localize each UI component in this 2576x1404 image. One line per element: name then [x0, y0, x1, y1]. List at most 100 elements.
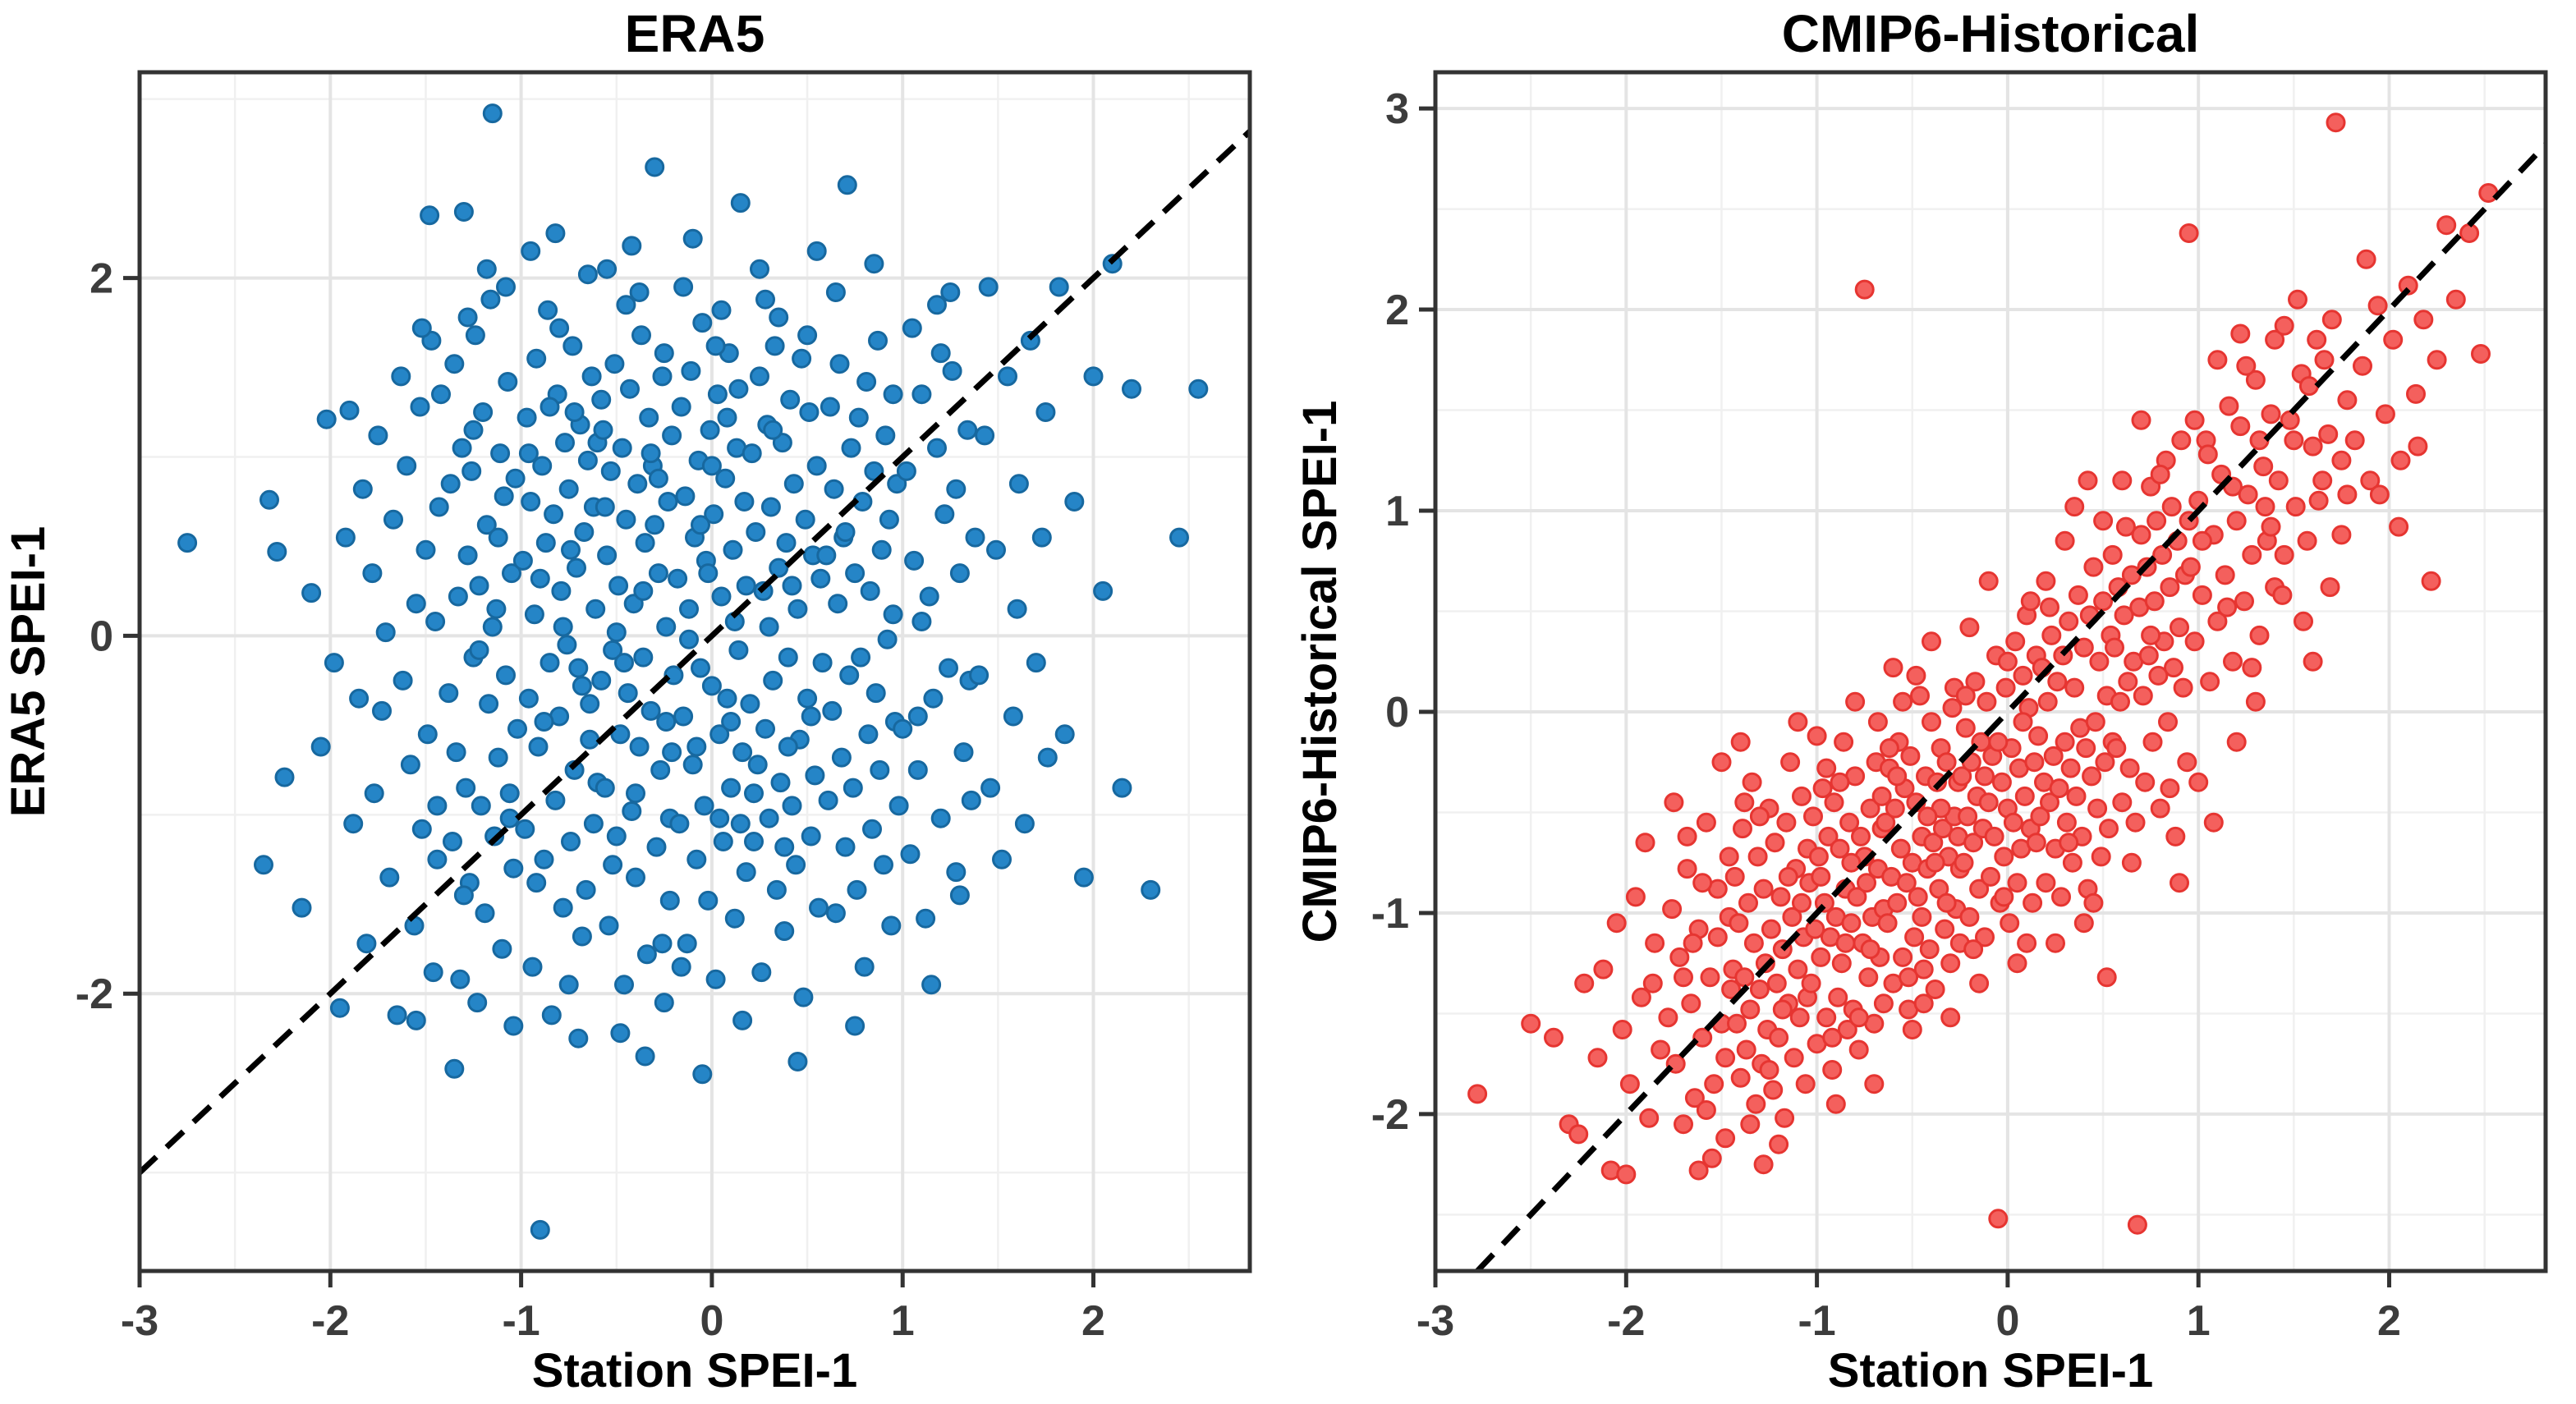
- scatter-point: [1169, 527, 1189, 548]
- scatter-point: [2360, 470, 2381, 491]
- scatter-point: [603, 855, 623, 875]
- scatter-point: [2089, 651, 2110, 672]
- scatter-point: [820, 397, 840, 417]
- scatter-point: [2471, 344, 2491, 364]
- scatter-point: [1831, 953, 1852, 974]
- scatter-point: [301, 583, 322, 603]
- scatter-point: [2219, 396, 2239, 416]
- scatter-point: [411, 819, 432, 839]
- scatter-point: [2041, 625, 2062, 645]
- scatter-point: [686, 849, 707, 869]
- scatter-point: [870, 759, 890, 780]
- scatter-point: [1003, 706, 1023, 727]
- scatter-point: [622, 236, 642, 256]
- scatter-point: [387, 1005, 407, 1025]
- scatter-point: [975, 425, 995, 446]
- scatter-point: [375, 622, 396, 643]
- scatter-point: [721, 778, 742, 798]
- scatter-point: [404, 915, 425, 936]
- scatter-point: [2147, 511, 2167, 531]
- scatter-point: [2367, 296, 2388, 316]
- scatter-point: [1801, 973, 1821, 993]
- scatter-point: [1700, 967, 1720, 988]
- scatter-point: [2150, 798, 2170, 819]
- scatter-point: [383, 509, 403, 530]
- scatter-point: [2253, 457, 2274, 477]
- scatter-point: [751, 962, 772, 983]
- scatter-point: [1645, 933, 1665, 953]
- scatter-point: [1867, 712, 1888, 732]
- scatter-point: [1658, 1007, 1678, 1028]
- scatter-point: [400, 755, 420, 775]
- scatter-point: [911, 612, 932, 631]
- scatter-point: [635, 1046, 655, 1067]
- scatter-point: [476, 259, 497, 279]
- scatter-point: [694, 796, 714, 816]
- scatter-point: [1919, 939, 1940, 960]
- scatter-point: [2007, 953, 2027, 974]
- scatter-point: [883, 384, 903, 405]
- scatter-point: [480, 289, 501, 310]
- scatter-point: [2318, 424, 2339, 444]
- scatter-point: [648, 468, 668, 489]
- scatter-point: [1959, 906, 1980, 927]
- scatter-point: [1963, 833, 1984, 853]
- scatter-point: [679, 599, 699, 619]
- scatter-point: [440, 474, 461, 494]
- scatter-point: [555, 433, 575, 453]
- scatter-point: [1978, 571, 1999, 591]
- scatter-point: [656, 712, 677, 732]
- scatter-point: [701, 456, 722, 476]
- scatter-point: [717, 407, 737, 428]
- scatter-point: [2119, 758, 2140, 778]
- scatter-point: [766, 879, 787, 900]
- scatter-point: [476, 515, 497, 535]
- scatter-point: [2110, 691, 2130, 712]
- axis-ticks: [1419, 106, 2392, 1287]
- scatter-point: [502, 563, 521, 584]
- scatter-point: [2030, 806, 2050, 827]
- scatter-point: [1984, 826, 2004, 847]
- scatter-point: [417, 724, 438, 745]
- scatter-point: [620, 379, 640, 399]
- scatter-point: [1908, 887, 1928, 907]
- scatter-point: [443, 832, 462, 851]
- scatter-point: [1822, 1060, 1843, 1080]
- scatter-point: [645, 515, 665, 535]
- scatter-point: [662, 425, 682, 446]
- scatter-point: [581, 366, 602, 387]
- scatter-point: [799, 402, 820, 422]
- scatter-point: [335, 527, 356, 548]
- scatter-point: [521, 241, 541, 261]
- panel-title-era5: ERA5: [624, 4, 765, 63]
- scatter-point: [572, 926, 592, 947]
- identity-line: [1475, 142, 2548, 1273]
- scatter-point: [2105, 637, 2124, 658]
- x-tick-label: -1: [1798, 1297, 1835, 1345]
- scatter-point: [452, 438, 472, 458]
- scatter-point: [1759, 1060, 1779, 1080]
- scatter-point: [606, 826, 627, 847]
- scatter-point: [2314, 350, 2335, 370]
- scatter-point: [2197, 444, 2218, 465]
- scatter-point: [1026, 653, 1046, 673]
- scatter-point: [1574, 973, 1595, 993]
- scatter-point: [2389, 516, 2409, 537]
- scatter-point: [496, 665, 516, 686]
- scatter-point: [427, 849, 448, 869]
- scatter-point: [1677, 859, 1697, 879]
- scatter-point: [1141, 879, 1161, 900]
- scatter-point: [580, 729, 600, 750]
- scatter-point: [652, 366, 673, 387]
- axis-tick-labels: -3 -2 -1 0 1 2 -2 0 2: [76, 255, 1105, 1345]
- scatter-point: [812, 653, 833, 673]
- scatter-point: [783, 474, 804, 494]
- scatter-point: [1711, 752, 1732, 773]
- scatter-point: [879, 509, 899, 530]
- scatter-point: [1824, 792, 1844, 813]
- scatter-point: [469, 640, 489, 660]
- scatter-point: [329, 998, 350, 1018]
- scatter-point: [530, 1219, 550, 1240]
- scatter-point: [1734, 967, 1755, 988]
- scatter-point: [2356, 249, 2376, 269]
